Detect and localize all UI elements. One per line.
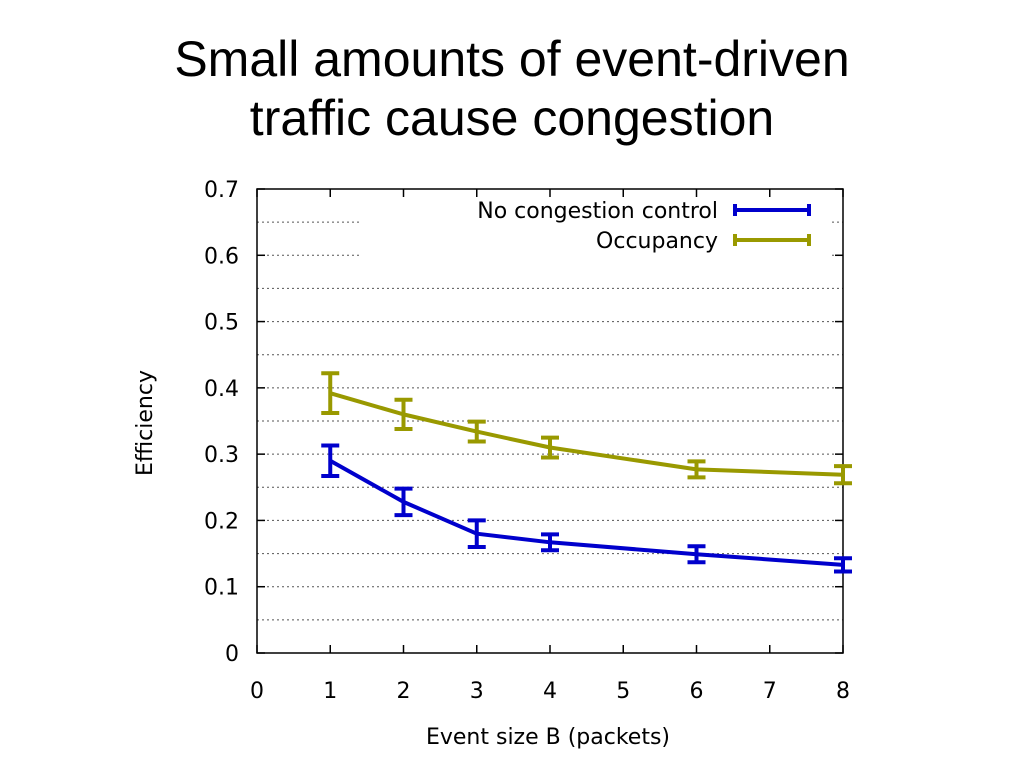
- error-bar: [394, 397, 413, 431]
- error-bar: [687, 544, 706, 565]
- x-tick-label: 0: [250, 679, 264, 704]
- x-tick-label: 1: [323, 679, 337, 704]
- error-bar: [541, 435, 559, 460]
- x-tick-label: 8: [836, 679, 850, 704]
- series-line-2: [329, 391, 844, 477]
- y-tick-label: 0.2: [204, 509, 239, 534]
- x-tick-label: 3: [470, 679, 484, 704]
- x-tick-label: 5: [616, 679, 630, 704]
- error-bar: [687, 459, 706, 480]
- error-bar: [394, 486, 413, 518]
- error-bar: [321, 443, 340, 479]
- error-bar: [541, 532, 559, 553]
- y-tick-label: 0.4: [204, 377, 239, 402]
- x-tick-label: 4: [543, 679, 557, 704]
- series-line-1: [329, 459, 844, 567]
- y-tick-label: 0: [225, 642, 239, 667]
- error-bar: [467, 419, 486, 444]
- y-tick-label: 0.6: [204, 244, 239, 269]
- slide-title-line-1: Small amounts of event-driven: [174, 31, 850, 87]
- y-tick-label: 0.3: [204, 443, 239, 468]
- slide-title-line-2: traffic cause congestion: [249, 90, 775, 146]
- error-bar: [467, 518, 486, 549]
- slide-title: Small amounts of event-driven traffic ca…: [0, 30, 1024, 148]
- series-layer: [321, 371, 852, 574]
- legend: No congestion control Occupancy: [477, 199, 811, 254]
- x-tick-label: 7: [763, 679, 777, 704]
- y-tick-label: 0.7: [204, 178, 239, 203]
- x-axis-ticks: 0 1 2 3 4 5 6 7 8: [250, 189, 850, 704]
- y-tick-label: 0.5: [204, 311, 239, 336]
- x-axis-label: Event size B (packets): [426, 725, 670, 750]
- x-tick-label: 6: [690, 679, 704, 704]
- x-tick-label: 2: [397, 679, 411, 704]
- legend-label-2: Occupancy: [596, 229, 718, 254]
- y-tick-label: 0.1: [204, 576, 239, 601]
- error-bar: [321, 371, 340, 416]
- error-bar: [834, 556, 852, 574]
- y-axis-label: Efficiency: [133, 370, 158, 476]
- error-bar: [834, 464, 852, 486]
- legend-label-1: No congestion control: [477, 199, 718, 224]
- y-axis-ticks: 0 0.1 0.2 0.3 0.4 0.5 0.6 0.7: [204, 178, 843, 667]
